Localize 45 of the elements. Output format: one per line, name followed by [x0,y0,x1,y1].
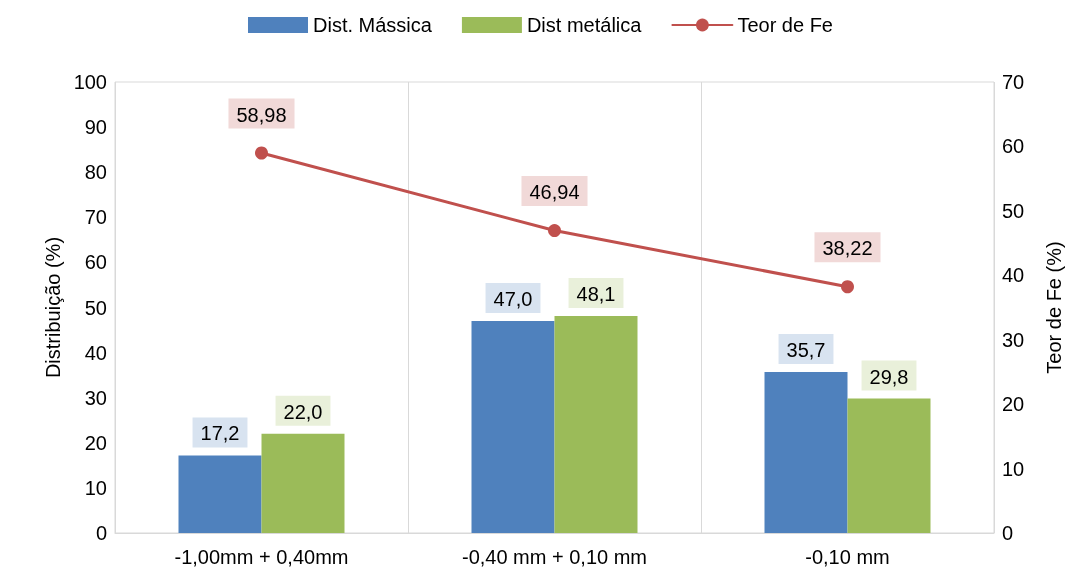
point [841,280,854,294]
data-label: 38,22 [822,237,873,260]
x-tick-label: -0,10 mm [805,546,890,568]
y2-tick-label: 60 [1002,135,1025,158]
point [548,224,561,238]
data-label: 22,0 [283,400,323,423]
y-axis-title: Distribuição (%) [41,236,64,379]
bar [471,321,555,533]
bar [261,433,345,533]
y2-tick-label: 40 [1002,264,1025,287]
bar [178,455,262,533]
y-tick-label: 0 [95,522,107,544]
legend-label: Dist metálica [526,14,643,36]
point [255,146,268,160]
y2-tick-label: 30 [1002,328,1025,351]
y-tick-label: 70 [84,206,107,229]
y-tick-label: 90 [84,116,107,139]
y2-tick-label: 50 [1002,199,1025,222]
legend-label: Dist. Mássica [313,14,433,36]
legend-label: Teor de Fe [737,14,833,36]
bar [847,398,931,533]
y-tick-label: 100 [73,71,107,93]
y-tick-label: 10 [84,476,107,499]
bar [764,371,848,533]
bar [554,316,638,533]
y2-tick-label: 20 [1002,393,1025,416]
y2-tick-label: 70 [1002,71,1025,93]
data-label: 48,1 [576,283,616,306]
y2-axis-title: Teor de Fe (%) [1043,241,1065,374]
data-label: 47,0 [493,288,533,311]
y2-tick-label: 10 [1002,457,1025,480]
y-tick-label: 80 [84,161,107,184]
y-tick-label: 30 [84,386,107,409]
y-tick-label: 40 [84,341,107,364]
y-tick-label: 20 [84,431,107,454]
y-tick-label: 60 [84,251,107,274]
data-label: 29,8 [869,365,909,388]
y-tick-label: 50 [84,296,107,319]
y2-tick-label: 0 [1002,522,1014,544]
data-label: 46,94 [529,181,580,204]
x-tick-label: -0,40 mm + 0,10 mm [461,546,648,568]
x-tick-label: -1,00mm + 0,40mm [174,546,349,568]
data-label: 17,2 [200,422,240,445]
data-label: 35,7 [786,338,826,361]
data-label: 58,98 [236,103,287,126]
